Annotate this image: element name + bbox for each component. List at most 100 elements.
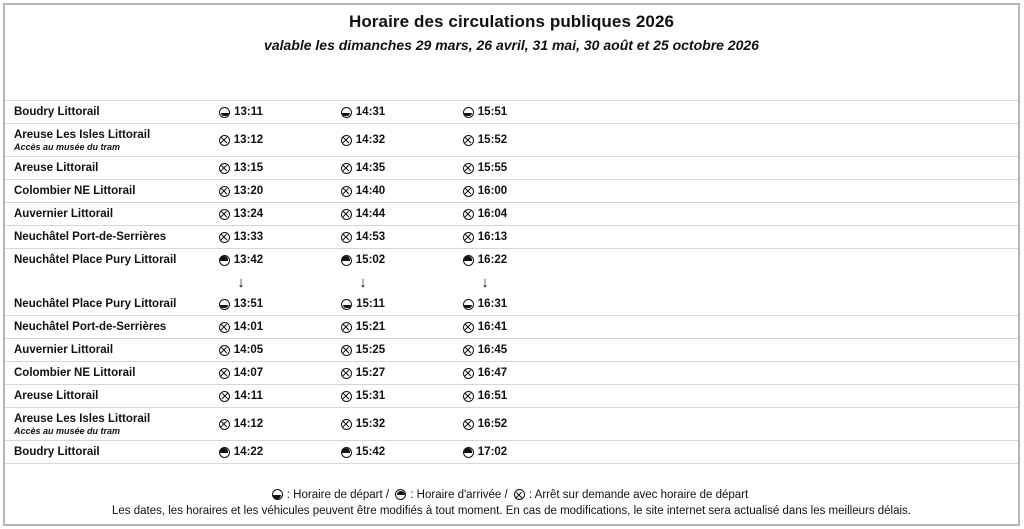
time-cell: 16:00 [424,180,546,202]
time-value: 14:32 [355,134,386,146]
request-stop-icon [462,208,474,220]
time-cell: 13:33 [180,226,302,248]
time-value: 15:32 [355,418,386,430]
time-value: 13:15 [233,162,264,174]
station-cell: Neuchâtel Place Pury Littorail [5,249,180,271]
time-value: 13:33 [233,231,264,243]
station-note: Accès au musée du tram [14,141,121,152]
station-name: Areuse Les Isles Littorail [14,412,151,425]
row-filler [546,339,1018,361]
timetable-row: Boudry Littorail 13:11 14:31 15:51 [5,100,1018,123]
time-cell: 14:35 [302,157,424,179]
arrival-icon [395,489,407,500]
request-stop-icon [340,344,352,356]
time-cell: 14:05 [180,339,302,361]
document-header: Horaire des circulations publiques 2026 … [5,5,1018,100]
time-value: 13:20 [233,185,264,197]
request-stop-icon [340,231,352,243]
timetable-row: Auvernier Littorail 14:05 15:25 16:45 [5,338,1018,361]
time-value: 15:55 [477,162,508,174]
time-cell: 16:51 [424,385,546,407]
time-cell: 17:02 [424,441,546,463]
request-stop-icon [462,418,474,430]
timetable: Boudry Littorail 13:11 14:31 15:51 Areuse Le… [5,100,1018,464]
time-cell: 14:01 [180,316,302,338]
timetable-row: Neuchâtel Port-de-Serrières 14:01 15:21 16:… [5,315,1018,338]
station-cell: Neuchâtel Place Pury Littorail [5,293,180,315]
request-stop-icon [462,162,474,174]
station-name: Neuchâtel Port-de-Serrières [14,231,167,243]
departure-icon [271,489,283,500]
time-value: 16:00 [477,185,508,197]
station-name: Boudry Littorail [14,106,100,118]
request-stop-icon [219,390,231,402]
request-stop-icon [340,390,352,402]
row-filler [546,441,1018,463]
time-cell: 13:24 [180,203,302,225]
request-stop-icon [462,367,474,379]
departure-icon [219,106,231,118]
time-value: 14:53 [355,231,386,243]
time-cell: 14:22 [180,441,302,463]
time-cell: 16:31 [424,293,546,315]
time-cell: 14:11 [180,385,302,407]
station-cell: Auvernier Littorail [5,339,180,361]
arrival-icon [340,254,352,266]
time-value: 15:52 [477,134,508,146]
station-cell: Areuse Littorail [5,385,180,407]
timetable-row: Colombier NE Littorail 13:20 14:40 16:00 [5,179,1018,202]
time-cell: 15:51 [424,101,546,123]
request-stop-icon [218,134,230,146]
station-cell: Areuse Les Isles Littorail Accès au musée… [5,124,180,156]
time-value: 16:13 [477,231,508,243]
time-value: 15:42 [355,446,386,458]
time-cell: 15:52 [424,124,546,156]
row-filler [546,180,1018,202]
time-cell: 16:13 [424,226,546,248]
time-cell: 14:53 [302,226,424,248]
time-cell: 16:22 [424,249,546,271]
station-cell: Boudry Littorail [5,101,180,123]
legend: : Horaire de départ / : Horaire d'arrivé… [5,488,1018,503]
request-stop-icon [340,208,352,220]
continuation-cell: ↓ [424,271,546,293]
time-value: 13:11 [234,106,263,118]
departure-icon [218,298,230,310]
time-cell: 14:12 [180,408,302,440]
station-cell: Neuchâtel Port-de-Serrières [5,226,180,248]
time-cell: 15:21 [302,316,424,338]
time-cell: 15:55 [424,157,546,179]
station-name: Auvernier Littorail [14,344,114,356]
time-cell: 15:02 [302,249,424,271]
time-cell: 13:15 [180,157,302,179]
station-name: Colombier NE Littorail [14,185,136,197]
row-filler [546,293,1018,315]
station-cell: Neuchâtel Port-de-Serrières [5,316,180,338]
time-value: 15:27 [355,367,386,379]
departure-icon [340,106,352,118]
time-value: 16:51 [477,390,508,402]
row-filler [546,362,1018,384]
timetable-row: Areuse Littorail 14:11 15:31 16:51 [5,384,1018,407]
time-cell: 14:31 [302,101,424,123]
time-value: 13:12 [233,134,264,146]
station-note: Accès au musée du tram [14,425,121,436]
station-name: Boudry Littorail [14,446,100,458]
request-stop-icon [462,185,474,197]
legend-request-stop-label: : Arrêt sur demande avec horaire de dépa… [528,489,749,501]
time-value: 14:35 [355,162,386,174]
time-cell: 15:11 [302,293,424,315]
time-value: 14:31 [355,106,386,118]
timetable-row: Areuse Les Isles Littorail Accès au musée… [5,123,1018,156]
departure-icon [462,106,474,118]
time-value: 13:24 [233,208,264,220]
time-cell: 16:45 [424,339,546,361]
timetable-row: Areuse Les Isles Littorail Accès au musée… [5,407,1018,440]
time-value: 16:04 [477,208,508,220]
time-value: 15:21 [355,321,386,333]
time-cell: 16:41 [424,316,546,338]
request-stop-icon [218,344,230,356]
station-name: Neuchâtel Place Pury Littorail [14,298,177,310]
time-value: 16:45 [477,344,508,356]
time-value: 13:42 [233,254,264,266]
